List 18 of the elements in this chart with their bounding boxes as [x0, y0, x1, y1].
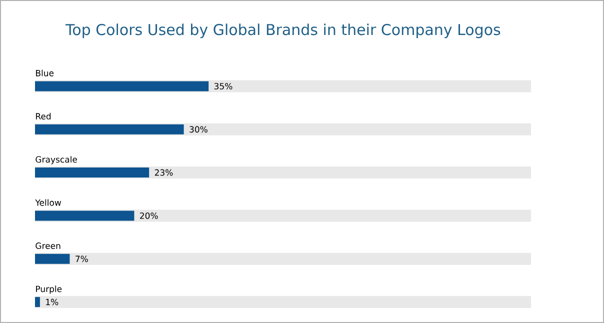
data-label: 20%	[140, 212, 158, 219]
y-tick-label: Blue	[36, 70, 54, 76]
data-label: 1%	[46, 298, 58, 306]
data-label: 23%	[154, 169, 173, 176]
y-tick-label: Grayscale	[36, 156, 77, 164]
data-label: 7%	[76, 256, 88, 262]
bar	[35, 124, 184, 134]
y-tick-label: Red	[36, 112, 51, 120]
y-tick-label: Yellow	[35, 199, 62, 206]
data-label: 30%	[190, 126, 208, 133]
bar	[35, 297, 40, 308]
bar	[35, 168, 150, 178]
data-label: 35%	[214, 82, 232, 90]
y-tick-label: Purple	[36, 286, 62, 294]
bar	[35, 254, 70, 264]
chart-title: Top Colors Used by Global Brands in their Company Logos	[65, 24, 500, 38]
bar	[35, 210, 134, 221]
y-tick-label: Green	[36, 242, 60, 249]
